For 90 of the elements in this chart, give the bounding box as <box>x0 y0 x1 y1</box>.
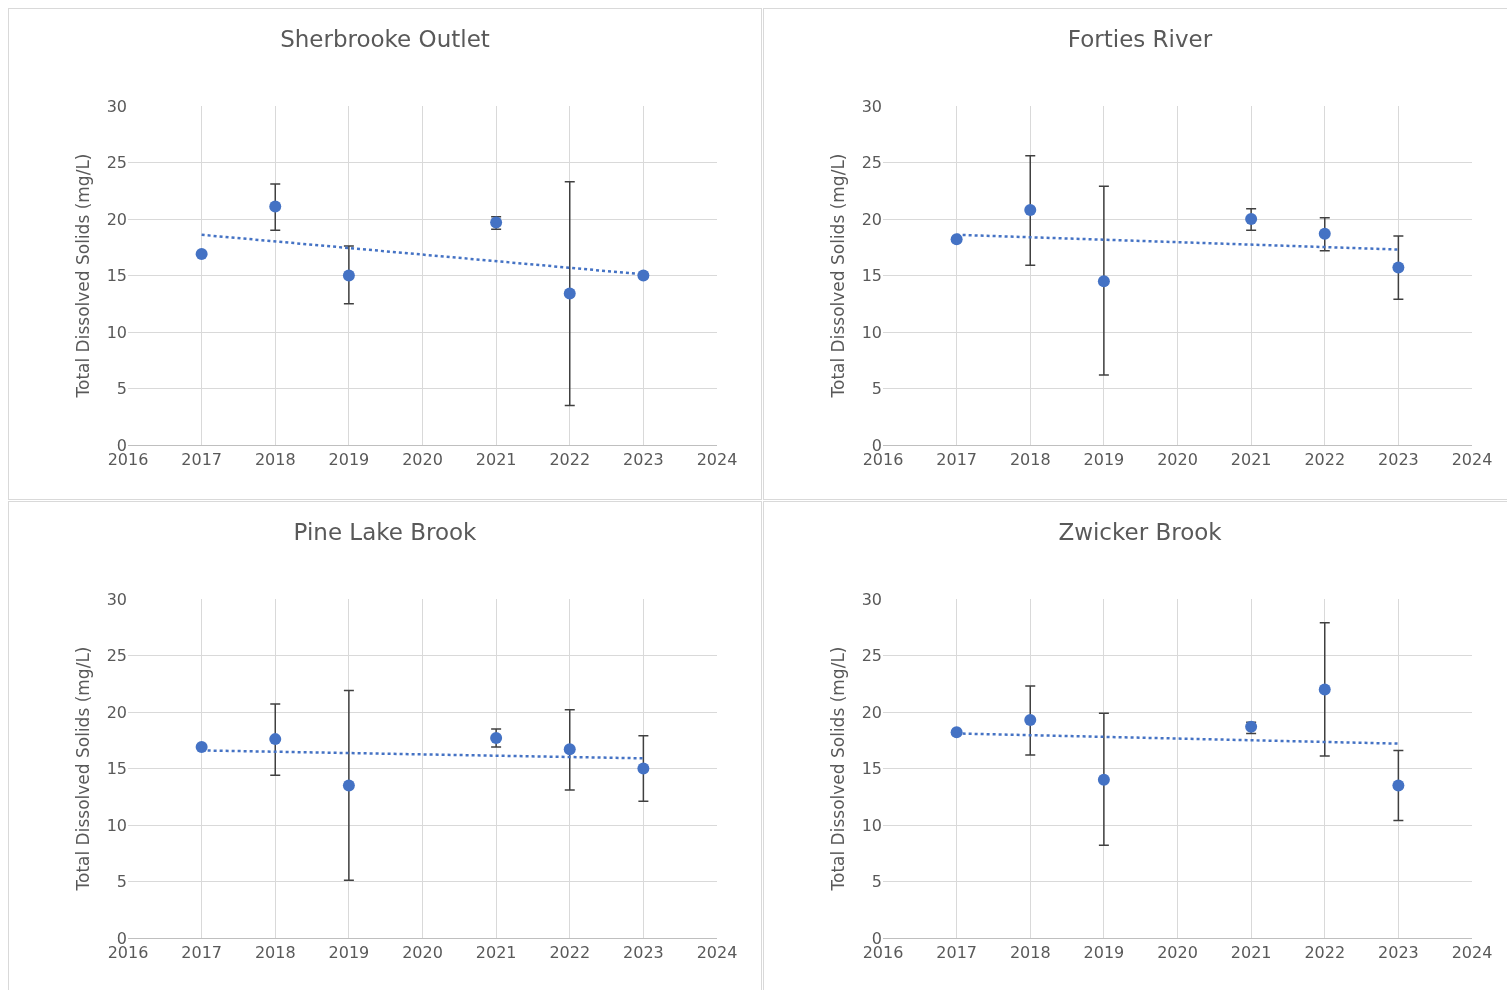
y-tick-label: 20 <box>106 209 127 229</box>
x-tick-label: 2016 <box>862 943 904 963</box>
point <box>1024 203 1037 216</box>
chart-title: Zwicker Brook <box>1058 519 1223 546</box>
y-tick-label: 15 <box>861 759 882 779</box>
y-axis-title: Total Dissolved Solids (mg/L) <box>73 646 94 892</box>
point <box>637 762 650 775</box>
x-tick-label: 2024 <box>1451 943 1493 963</box>
y-tick-label: 25 <box>106 153 127 173</box>
x-tick-label: 2018 <box>1009 450 1051 470</box>
x-tick-label: 2021 <box>475 943 517 963</box>
chart-title: Pine Lake Brook <box>293 519 478 546</box>
x-tick-label: 2016 <box>107 450 149 470</box>
y-tick-label: 5 <box>871 872 882 892</box>
x-tick-label: 2022 <box>549 943 591 963</box>
chart-title: Sherbrooke Outlet <box>280 26 490 53</box>
x-tick-label: 2022 <box>1304 943 1346 963</box>
x-tick-label: 2022 <box>1304 450 1346 470</box>
x-tick-label: 2021 <box>1230 943 1272 963</box>
y-tick-label: 30 <box>106 589 127 609</box>
y-tick-label: 5 <box>871 379 882 399</box>
y-tick-label: 10 <box>861 815 882 835</box>
x-tick-label: 2021 <box>1230 450 1272 470</box>
x-tick-label: 2019 <box>328 450 370 470</box>
y-axis-title: Total Dissolved Solids (mg/L) <box>828 646 849 892</box>
point <box>1318 227 1331 240</box>
point <box>1318 683 1331 696</box>
x-tick-label: 2020 <box>402 943 443 963</box>
y-tick-label: 5 <box>116 379 127 399</box>
point <box>490 731 503 744</box>
x-tick-label: 2017 <box>181 450 222 470</box>
point <box>195 741 208 754</box>
x-tick-label: 2016 <box>862 450 904 470</box>
point <box>1097 773 1110 786</box>
x-tick-label: 2017 <box>936 943 977 963</box>
x-tick-label: 2020 <box>1157 450 1198 470</box>
y-tick-label: 25 <box>861 153 882 173</box>
x-tick-label: 2019 <box>328 943 370 963</box>
point <box>195 248 208 261</box>
y-tick-label: 20 <box>861 209 882 229</box>
y-axis-title: Total Dissolved Solids (mg/L) <box>828 153 849 399</box>
y-tick-label: 20 <box>861 702 882 722</box>
point <box>950 233 963 246</box>
y-tick-label: 10 <box>106 322 127 342</box>
x-tick-label: 2019 <box>1083 943 1125 963</box>
x-tick-label: 2023 <box>1378 450 1419 470</box>
y-tick-label: 30 <box>861 96 882 116</box>
x-tick-label: 2024 <box>696 450 738 470</box>
point <box>342 779 355 792</box>
x-tick-label: 2016 <box>107 943 149 963</box>
x-tick-label: 2023 <box>623 943 664 963</box>
chart-title: Forties River <box>1067 26 1213 53</box>
y-tick-label: 25 <box>106 646 127 666</box>
y-tick-label: 20 <box>106 702 127 722</box>
y-tick-label: 15 <box>861 266 882 286</box>
x-tick-label: 2024 <box>1451 450 1493 470</box>
point <box>269 200 282 213</box>
y-axis-title: Total Dissolved Solids (mg/L) <box>73 153 94 399</box>
x-tick-label: 2023 <box>623 450 664 470</box>
point <box>563 743 576 756</box>
y-tick-label: 25 <box>861 646 882 666</box>
point <box>1097 275 1110 288</box>
x-tick-label: 2022 <box>549 450 591 470</box>
y-tick-label: 15 <box>106 266 127 286</box>
point <box>1245 213 1258 225</box>
y-tick-label: 5 <box>116 872 127 892</box>
y-tick-label: 30 <box>106 96 127 116</box>
x-tick-label: 2020 <box>1157 943 1198 963</box>
y-tick-label: 30 <box>861 589 882 609</box>
x-tick-label: 2017 <box>181 943 222 963</box>
x-tick-label: 2018 <box>254 450 296 470</box>
x-tick-label: 2018 <box>254 943 296 963</box>
x-tick-label: 2019 <box>1083 450 1125 470</box>
point <box>1024 713 1037 726</box>
x-tick-label: 2021 <box>475 450 517 470</box>
point <box>950 726 963 739</box>
y-tick-label: 10 <box>106 815 127 835</box>
point <box>637 269 650 282</box>
x-tick-label: 2017 <box>936 450 977 470</box>
x-tick-label: 2024 <box>696 943 738 963</box>
y-tick-label: 10 <box>861 322 882 342</box>
point <box>563 287 576 300</box>
point <box>269 733 282 746</box>
x-tick-label: 2020 <box>402 450 443 470</box>
point <box>1392 261 1405 274</box>
x-tick-label: 2018 <box>1009 943 1051 963</box>
x-tick-label: 2023 <box>1378 943 1419 963</box>
point <box>342 269 355 282</box>
y-tick-label: 15 <box>106 759 127 779</box>
point <box>1392 779 1405 792</box>
